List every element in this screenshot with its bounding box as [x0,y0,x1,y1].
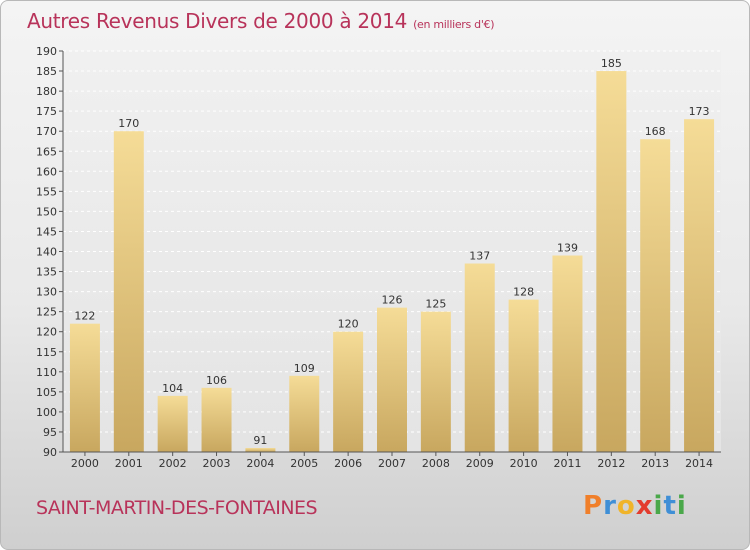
y-tick-label: 175 [36,105,57,118]
commune-name: SAINT-MARTIN-DES-FONTAINES [36,497,318,519]
logo-letter: P [583,491,604,521]
bar-2009 [464,263,495,452]
y-tick-label: 130 [36,286,57,299]
x-tick-label-2006: 2006 [334,457,362,470]
y-tick-label: 150 [36,205,57,218]
proxiti-logo: Proxiti [583,491,687,521]
bar-2001 [113,131,144,452]
bar-2005 [289,375,320,452]
y-tick-label: 140 [36,246,57,259]
x-tick-label-2014: 2014 [685,457,713,470]
x-tick-label-2013: 2013 [641,457,669,470]
y-tick-label: 100 [36,406,57,419]
value-label-2003: 106 [206,374,227,387]
x-tick-label-2004: 2004 [246,457,274,470]
x-tick-label-2000: 2000 [71,457,99,470]
logo-letter: o [616,491,636,521]
bar-2006 [333,331,364,452]
logo-letter: i [676,491,687,521]
value-label-2004: 91 [253,434,267,447]
bar-2000 [69,323,100,452]
value-label-2012: 185 [601,57,622,70]
bar-2003 [201,387,232,452]
y-tick-label: 180 [36,85,57,98]
y-tick-label: 135 [36,266,57,279]
bar-2013 [640,139,671,452]
y-tick-label: 95 [43,426,57,439]
value-label-2001: 170 [118,117,139,130]
chart-subtitle: (en milliers d'€) [413,18,495,31]
value-label-2000: 122 [74,310,95,323]
bar-2010 [508,299,539,452]
x-tick-label-2007: 2007 [378,457,406,470]
value-label-2014: 173 [689,105,710,118]
bar-2012 [596,71,627,453]
y-tick-label: 115 [36,346,57,359]
bar-2014 [684,119,715,453]
y-tick-label: 190 [36,45,57,58]
y-tick-label: 185 [36,65,57,78]
y-tick-label: 125 [36,306,57,319]
y-tick-label: 105 [36,386,57,399]
x-tick-label-2010: 2010 [510,457,538,470]
y-tick-label: 160 [36,165,57,178]
bar-2004 [245,447,276,452]
value-label-2009: 137 [469,250,490,263]
bar-2011 [552,255,583,452]
x-tick-label-2002: 2002 [159,457,187,470]
logo-letter: t [663,491,677,521]
chart-title: Autres Revenus Divers de 2000 à 2014 (en … [27,9,495,33]
value-label-2002: 104 [162,382,183,395]
y-tick-label: 170 [36,125,57,138]
y-tick-label: 120 [36,326,57,339]
value-label-2011: 139 [557,242,578,255]
chart-title-text: Autres Revenus Divers de 2000 à 2014 [27,9,408,33]
y-tick-label: 90 [43,446,57,459]
x-tick-label-2011: 2011 [553,457,581,470]
bar-2008 [420,311,451,452]
x-tick-label-2012: 2012 [597,457,625,470]
y-tick-label: 145 [36,225,57,238]
value-label-2005: 109 [294,362,315,375]
value-label-2006: 120 [338,318,359,331]
value-label-2010: 128 [513,286,534,299]
y-tick-label: 110 [36,366,57,379]
x-tick-label-2009: 2009 [466,457,494,470]
value-label-2013: 168 [645,125,666,138]
x-tick-label-2003: 2003 [203,457,231,470]
bar-2002 [157,395,188,452]
y-tick-label: 165 [36,145,57,158]
x-tick-label-2001: 2001 [115,457,143,470]
bar-2007 [377,307,407,452]
value-label-2007: 126 [382,294,403,307]
value-label-2008: 125 [425,298,446,311]
logo-letter: r [603,491,617,521]
logo-letter: i [653,491,664,521]
x-tick-label-2008: 2008 [422,457,450,470]
y-tick-label: 155 [36,185,57,198]
logo-letter: x [635,491,654,521]
x-tick-label-2005: 2005 [290,457,318,470]
